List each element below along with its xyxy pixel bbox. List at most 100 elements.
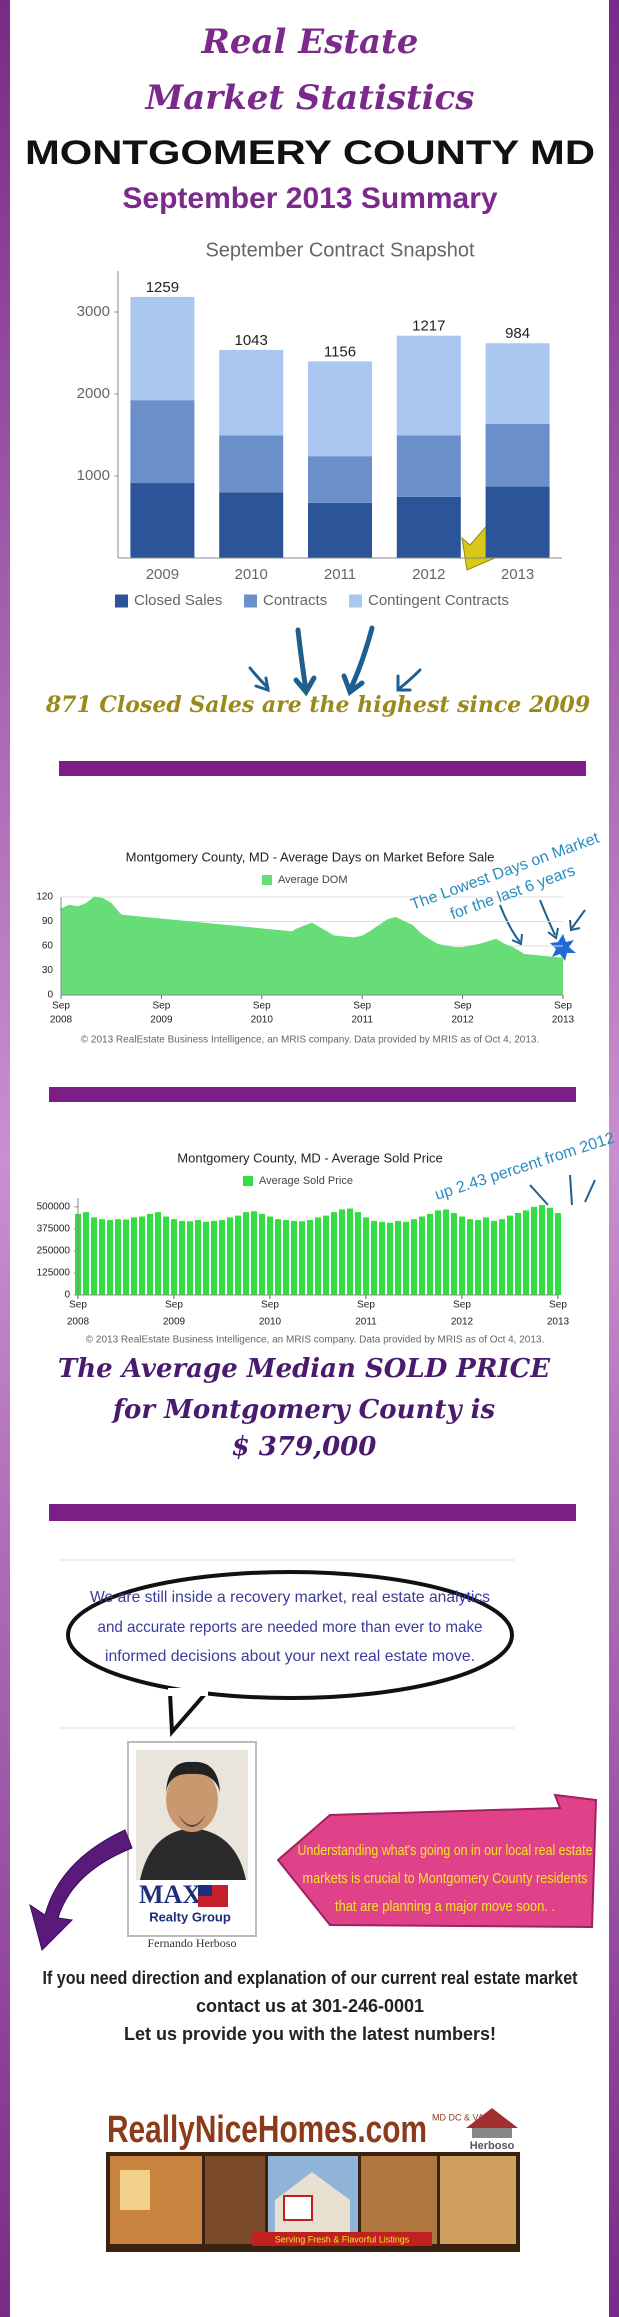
- y-tick-label: 30: [42, 965, 54, 976]
- y-tick-label: 125000: [37, 1268, 71, 1279]
- bar: [171, 1219, 177, 1295]
- bar: [323, 1215, 329, 1295]
- y-tick-label: 375000: [37, 1224, 71, 1235]
- data-label: 1259: [146, 279, 179, 296]
- contact-text: If you need direction and explanation of…: [43, 1968, 578, 1988]
- brand: Herboso: [470, 2140, 515, 2152]
- legend-swatch: [262, 875, 272, 885]
- price-summary: for Montgomery County is: [111, 1395, 496, 1425]
- bubble-text: We are still inside a recovery market, r…: [90, 1589, 490, 1606]
- bar: [291, 1220, 297, 1295]
- bar: [419, 1216, 425, 1295]
- bar-segment: [485, 486, 550, 558]
- divider: [59, 761, 586, 776]
- legend-label: Closed Sales: [134, 592, 222, 609]
- bar-segment: [219, 435, 284, 493]
- bar: [371, 1220, 377, 1295]
- bar: [547, 1207, 553, 1295]
- banner: [276, 1793, 598, 1929]
- site-logo: ReallyNiceHomes.com: [107, 2109, 427, 2151]
- bar: [451, 1212, 457, 1295]
- bar: [99, 1219, 105, 1295]
- bar: [155, 1212, 161, 1295]
- bar: [411, 1219, 417, 1295]
- starburst: [550, 934, 576, 961]
- price: $ 379,000: [232, 1432, 377, 1462]
- bar: [395, 1220, 401, 1295]
- legend-label: Average DOM: [278, 874, 348, 886]
- bar: [107, 1220, 113, 1295]
- bar-segment: [130, 483, 195, 558]
- agent-name: Fernando Herboso: [148, 1936, 237, 1950]
- banner-text: markets is crucial to Montgomery County …: [303, 1870, 588, 1887]
- y-tick-label: 500000: [37, 1201, 71, 1212]
- bar: [387, 1222, 393, 1295]
- x-tick-label: Sep: [554, 1001, 572, 1012]
- x-tick-label: 2009: [146, 566, 179, 583]
- x-tick-year: 2013: [552, 1015, 575, 1026]
- bar: [515, 1212, 521, 1295]
- data-label: 1217: [412, 318, 445, 335]
- bar: [283, 1220, 289, 1295]
- bar: [427, 1213, 433, 1295]
- bubble-text: and accurate reports are needed more tha…: [98, 1619, 483, 1636]
- x-tick-label: Sep: [52, 1001, 70, 1012]
- contact-text: contact us at 301-246-0001: [196, 1996, 424, 2016]
- bar: [235, 1215, 241, 1295]
- bar: [491, 1220, 497, 1295]
- x-tick-label: Sep: [165, 1300, 183, 1311]
- legend-label: Average Sold Price: [259, 1175, 353, 1187]
- y-tick-label: 120: [36, 892, 53, 903]
- y-tick-label: 60: [42, 941, 54, 952]
- region-tag: MD DC & VA: [432, 2112, 484, 2122]
- bar: [339, 1209, 345, 1295]
- legend-swatch: [244, 594, 257, 608]
- bar: [147, 1213, 153, 1295]
- bar: [539, 1205, 545, 1295]
- bar: [83, 1212, 89, 1295]
- banner-text: that are planning a major move soon. .: [335, 1898, 555, 1915]
- arrows: [248, 625, 422, 697]
- bar: [299, 1221, 305, 1295]
- bar: [115, 1219, 121, 1295]
- title-line: Market Statistics: [145, 78, 475, 118]
- x-tick-label: Sep: [549, 1300, 567, 1311]
- x-tick-label: 2010: [235, 566, 268, 583]
- x-tick-label: Sep: [253, 1001, 271, 1012]
- bar: [523, 1210, 529, 1295]
- legend-swatch: [115, 594, 128, 608]
- bar: [507, 1215, 513, 1295]
- bar-segment: [396, 335, 461, 436]
- y-tick-label: 0: [47, 990, 53, 1001]
- right-border: [609, 0, 619, 2317]
- left-border: [0, 0, 10, 2317]
- bar: [123, 1219, 129, 1295]
- y-tick-label: 0: [64, 1290, 70, 1301]
- house-icon: [472, 2128, 512, 2138]
- y-tick-label: 3000: [77, 303, 110, 320]
- bar: [499, 1219, 505, 1295]
- chart-title: Montgomery County, MD - Average Days on …: [126, 849, 495, 864]
- data-label: 1156: [324, 343, 356, 360]
- bar-segment: [485, 423, 550, 487]
- bar-segment: [308, 456, 372, 503]
- y-tick-label: 2000: [77, 385, 110, 402]
- x-tick-year: 2011: [351, 1015, 373, 1026]
- x-tick-label: Sep: [69, 1300, 87, 1311]
- bar-segment: [396, 496, 461, 558]
- price-summary: The Average Median SOLD PRICE: [58, 1354, 551, 1384]
- bubble-text: informed decisions about your next real …: [105, 1648, 475, 1665]
- area: [59, 896, 565, 967]
- bar: [139, 1216, 145, 1295]
- x-tick-year: 2009: [150, 1015, 173, 1026]
- bar: [251, 1211, 257, 1295]
- bubble-join: [168, 1688, 208, 1696]
- agent-photo: MAX Realty Group Fernando Herboso: [127, 1741, 257, 1950]
- area-base: [61, 909, 563, 995]
- bar: [483, 1217, 489, 1295]
- bar-segment: [219, 492, 284, 558]
- bar: [347, 1208, 353, 1295]
- y-tick-label: 1000: [77, 467, 110, 484]
- bar: [363, 1217, 369, 1295]
